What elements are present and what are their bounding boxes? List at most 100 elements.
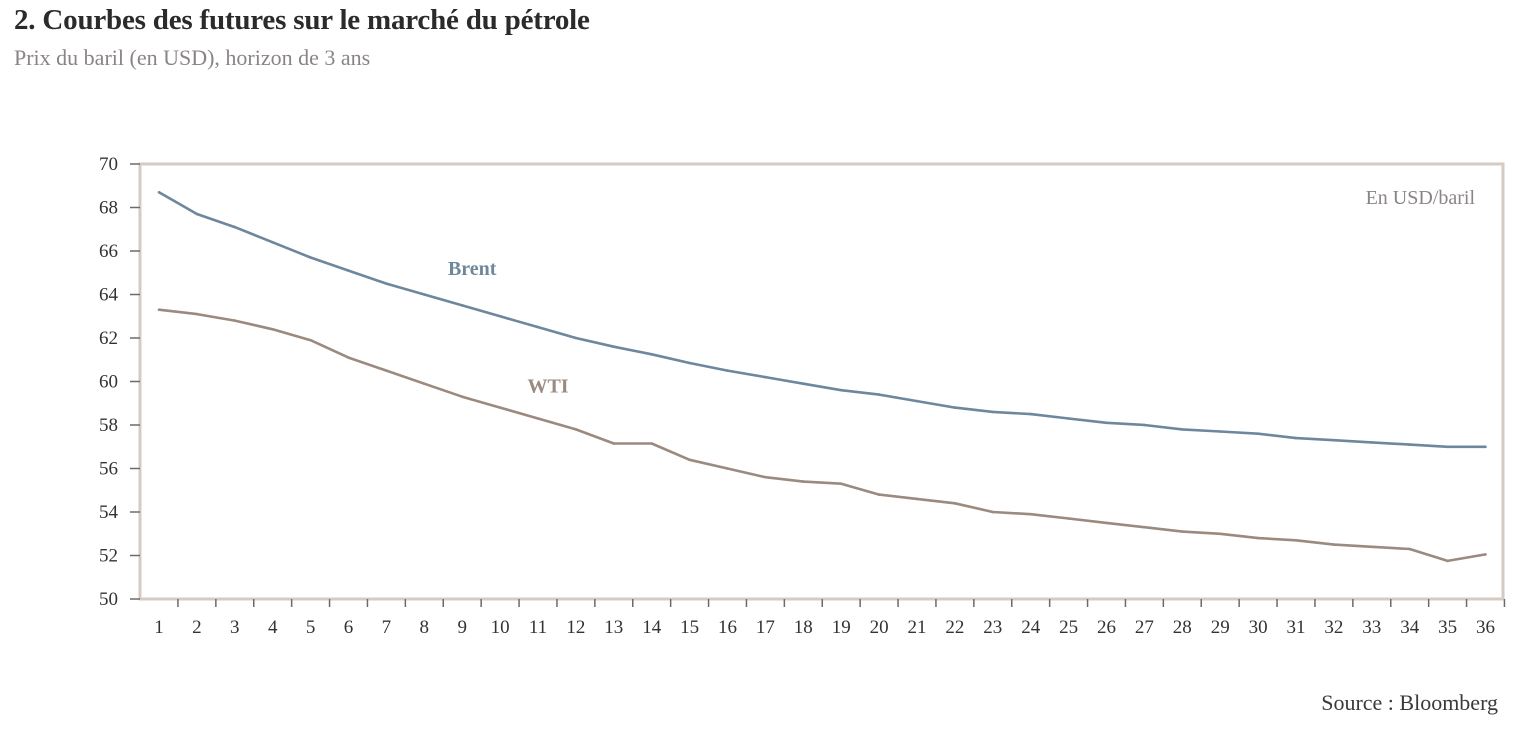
data-point-wti bbox=[991, 510, 995, 514]
data-point-wti bbox=[385, 369, 388, 372]
data-point-brent bbox=[915, 399, 919, 403]
data-point-brent bbox=[991, 410, 995, 414]
x-tick-label: 19 bbox=[832, 617, 851, 638]
data-point-wti bbox=[233, 319, 237, 322]
data-point-wti bbox=[1105, 521, 1108, 525]
data-point-brent bbox=[839, 388, 843, 392]
x-tick-label: 33 bbox=[1362, 617, 1381, 638]
data-point-brent bbox=[1067, 417, 1070, 420]
data-point-brent bbox=[271, 241, 275, 244]
data-point-brent bbox=[1256, 432, 1260, 436]
plot-frame bbox=[138, 162, 1505, 601]
x-tick-label: 3 bbox=[230, 617, 240, 638]
series-line-wti bbox=[158, 308, 1486, 563]
y-tick-label: 58 bbox=[99, 415, 118, 436]
data-point-brent bbox=[385, 282, 388, 285]
data-point-brent bbox=[574, 336, 578, 340]
data-point-brent bbox=[1332, 438, 1336, 442]
data-point-wti bbox=[460, 395, 464, 399]
data-point-brent bbox=[347, 269, 350, 272]
data-point-wti bbox=[1181, 530, 1184, 533]
data-point-wti bbox=[1332, 543, 1336, 546]
x-tick-label: 15 bbox=[680, 617, 699, 638]
y-tick-label: 54 bbox=[99, 502, 119, 523]
data-point-wti bbox=[271, 328, 275, 331]
x-tick-label: 14 bbox=[642, 617, 662, 638]
data-point-brent bbox=[460, 304, 464, 307]
series-label-wti: WTI bbox=[527, 375, 568, 397]
y-tick-label: 68 bbox=[99, 198, 118, 219]
x-tick-label: 18 bbox=[794, 617, 813, 638]
data-point-brent bbox=[802, 382, 805, 386]
data-point-brent bbox=[650, 353, 653, 356]
data-point-wti bbox=[1029, 512, 1032, 516]
data-point-brent bbox=[1143, 423, 1146, 427]
x-tick-label: 9 bbox=[457, 617, 467, 638]
x-tick-label: 23 bbox=[983, 617, 1002, 638]
data-point-wti bbox=[195, 312, 199, 316]
data-point-wti bbox=[688, 458, 691, 462]
data-point-wti bbox=[877, 493, 881, 496]
data-point-wti bbox=[1446, 559, 1449, 563]
data-point-brent bbox=[1029, 412, 1032, 416]
data-point-brent bbox=[1408, 443, 1411, 446]
data-point-wti bbox=[726, 467, 729, 470]
data-point-wti bbox=[1218, 532, 1222, 536]
data-point-brent bbox=[1370, 441, 1374, 444]
data-point-brent bbox=[498, 315, 502, 318]
data-point-wti bbox=[650, 442, 653, 445]
series-label-brent: Brent bbox=[448, 258, 497, 280]
x-tick-label: 35 bbox=[1438, 617, 1457, 638]
y-tick-label: 56 bbox=[99, 459, 118, 480]
x-tick-label: 13 bbox=[604, 617, 623, 638]
data-point-wti bbox=[915, 497, 919, 501]
x-tick-label: 22 bbox=[945, 617, 964, 638]
series-group: Brent WTI bbox=[157, 191, 1487, 563]
x-tick-label: 11 bbox=[529, 617, 547, 638]
y-tick-label: 66 bbox=[99, 241, 118, 262]
data-point-brent bbox=[195, 212, 199, 216]
x-tick-label: 4 bbox=[268, 617, 278, 638]
data-point-brent bbox=[157, 191, 161, 194]
source-note: Source : Bloomberg bbox=[1321, 690, 1498, 715]
data-point-wti bbox=[1143, 525, 1146, 529]
x-tick-label: 31 bbox=[1287, 617, 1306, 638]
data-point-wti bbox=[1370, 545, 1374, 549]
x-tick-label: 30 bbox=[1249, 617, 1268, 638]
data-point-wti bbox=[157, 308, 161, 312]
data-point-brent bbox=[953, 406, 957, 409]
x-tick-label: 5 bbox=[306, 617, 316, 638]
data-point-wti bbox=[1408, 547, 1411, 551]
data-point-wti bbox=[612, 442, 616, 445]
series-line-brent bbox=[158, 191, 1486, 449]
data-point-brent bbox=[1484, 445, 1487, 449]
data-point-wti bbox=[802, 480, 805, 483]
data-point-wti bbox=[309, 338, 312, 342]
x-tick-label: 32 bbox=[1324, 617, 1343, 638]
data-point-brent bbox=[1218, 430, 1222, 433]
data-point-brent bbox=[536, 325, 540, 329]
x-tick-label: 28 bbox=[1173, 617, 1192, 638]
x-tick-label: 16 bbox=[718, 617, 737, 638]
x-axis: 1 2 3 4 5 6 7 8 9 10 11 12 13 14 15 16 17 18 19 20 21 22 23 24 2… bbox=[154, 599, 1506, 638]
data-point-wti bbox=[574, 428, 578, 431]
data-point-wti bbox=[1294, 539, 1298, 542]
x-tick-label: 2 bbox=[192, 617, 202, 638]
y-tick-label: 70 bbox=[99, 154, 118, 175]
data-point-brent bbox=[423, 293, 426, 296]
x-tick-label: 25 bbox=[1059, 617, 1078, 638]
x-tick-label: 12 bbox=[566, 617, 585, 638]
y-tick-label: 52 bbox=[99, 546, 118, 567]
y-tick-label: 62 bbox=[99, 328, 118, 349]
x-tick-label: 36 bbox=[1476, 617, 1495, 638]
data-point-brent bbox=[1105, 421, 1108, 425]
x-tick-label: 6 bbox=[344, 617, 354, 638]
data-point-brent bbox=[233, 225, 237, 229]
x-tick-label: 24 bbox=[1021, 617, 1041, 638]
unit-label: En USD/baril bbox=[1366, 187, 1476, 209]
data-point-brent bbox=[1181, 428, 1184, 431]
data-point-wti bbox=[1256, 536, 1260, 540]
chart-subtitle: Prix du baril (en USD), horizon de 3 ans bbox=[14, 45, 371, 70]
data-point-brent bbox=[1294, 436, 1298, 440]
